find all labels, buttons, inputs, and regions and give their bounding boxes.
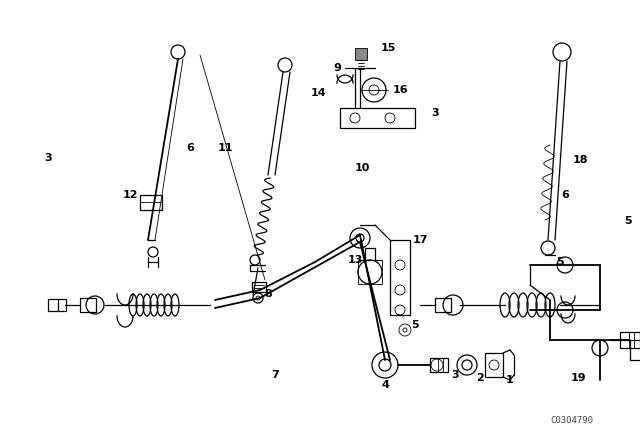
Bar bbox=[340, 108, 415, 128]
Text: 1: 1 bbox=[506, 375, 514, 385]
Bar bbox=[58, 299, 66, 311]
Text: 19: 19 bbox=[570, 373, 586, 383]
Text: 7: 7 bbox=[271, 370, 279, 380]
Bar bbox=[355, 48, 367, 60]
Text: 6: 6 bbox=[561, 190, 569, 200]
Bar bbox=[140, 195, 162, 210]
Text: 8: 8 bbox=[264, 289, 272, 299]
Text: 9: 9 bbox=[333, 63, 341, 73]
Bar bbox=[80, 298, 96, 312]
Text: 5: 5 bbox=[411, 320, 419, 330]
Text: 13: 13 bbox=[348, 255, 363, 265]
Text: 3: 3 bbox=[44, 153, 52, 163]
Text: 18: 18 bbox=[572, 155, 588, 165]
Text: 5: 5 bbox=[556, 257, 564, 267]
Text: 2: 2 bbox=[476, 373, 484, 383]
Text: 16: 16 bbox=[392, 85, 408, 95]
Text: 15: 15 bbox=[380, 43, 396, 53]
Text: 12: 12 bbox=[122, 190, 138, 200]
Bar bbox=[430, 358, 448, 372]
Text: 6: 6 bbox=[186, 143, 194, 153]
Text: 14: 14 bbox=[310, 88, 326, 98]
Bar bbox=[390, 240, 410, 315]
Bar bbox=[358, 260, 382, 284]
Text: 3: 3 bbox=[451, 370, 459, 380]
Text: 5: 5 bbox=[624, 216, 632, 226]
Text: 10: 10 bbox=[355, 163, 370, 173]
Text: 11: 11 bbox=[217, 143, 233, 153]
Bar bbox=[620, 332, 640, 348]
Text: 17: 17 bbox=[412, 235, 428, 245]
Text: 3: 3 bbox=[431, 108, 439, 118]
Bar bbox=[252, 282, 266, 292]
Text: C0304790: C0304790 bbox=[550, 415, 593, 425]
Text: 4: 4 bbox=[381, 380, 389, 390]
Bar bbox=[485, 353, 503, 377]
Bar bbox=[435, 298, 451, 312]
